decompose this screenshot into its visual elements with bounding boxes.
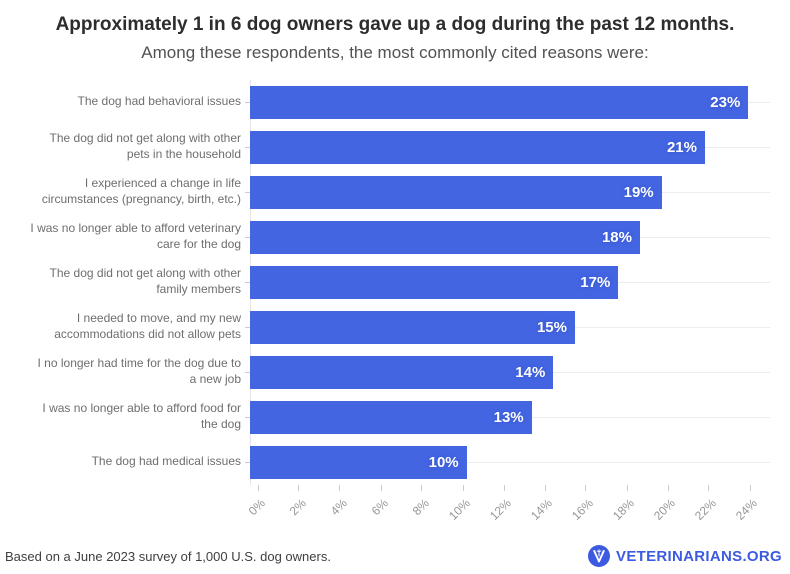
axis-tick xyxy=(749,484,751,491)
category-tick xyxy=(245,372,251,374)
category-tick xyxy=(245,282,251,284)
axis-tick xyxy=(667,484,669,491)
axis-tick xyxy=(626,484,628,491)
bar-value-label: 21% xyxy=(666,138,697,156)
x-axis: 0% 2% 4% 6% 8% 10% 12% 14% 16% 18% 20% 22% 24% xyxy=(246,484,760,537)
category-tick xyxy=(245,237,251,239)
bar: 10% xyxy=(250,445,467,479)
bar-track: 13% xyxy=(245,394,770,440)
chart-rows: The dog had behavioral issues 23% The dog … xyxy=(8,79,770,485)
axis-tick-label: 18% xyxy=(610,495,637,523)
bar: 18% xyxy=(250,220,640,254)
chart-row: I no longer had time for the dog due to … xyxy=(8,349,770,395)
axis-tick xyxy=(544,484,546,491)
bar: 23% xyxy=(250,85,749,119)
bar-value-label: 18% xyxy=(601,228,632,246)
v-caduceus-circle-icon xyxy=(588,545,611,567)
bar-track: 14% xyxy=(245,349,770,395)
bar: 14% xyxy=(250,355,554,389)
axis-tick-label: 14% xyxy=(528,495,555,523)
bar: 19% xyxy=(250,175,662,209)
bar-value-label: 10% xyxy=(428,453,459,471)
category-tick xyxy=(245,147,251,149)
axis-tick xyxy=(257,484,259,491)
axis-tick-label: 4% xyxy=(327,495,350,518)
axis-tick-label: 20% xyxy=(651,495,678,523)
category-label: I needed to move, and my new accommodati… xyxy=(54,311,241,342)
axis-tick-label: 22% xyxy=(692,495,719,523)
category-label: The dog did not get along with other fam… xyxy=(49,266,241,297)
axis-tick xyxy=(462,484,464,491)
bar-track: 23% xyxy=(245,79,770,125)
bar-track: 19% xyxy=(245,169,770,215)
category-label: I no longer had time for the dog due to … xyxy=(37,356,241,387)
chart-subtitle: Among these respondents, the most common… xyxy=(141,42,649,62)
axis-tick xyxy=(339,484,341,491)
bar-track: 15% xyxy=(245,304,770,350)
bar: 17% xyxy=(250,265,619,299)
bar-chart: The dog had behavioral issues 23% The dog … xyxy=(0,79,790,537)
axis-tick-label: 0% xyxy=(245,495,268,518)
bar-value-label: 13% xyxy=(493,408,524,426)
category-label: I was no longer able to afford food for … xyxy=(42,401,241,432)
bar-track: 18% xyxy=(245,214,770,260)
axis-tick-label: 6% xyxy=(368,495,391,518)
chart-row: I was no longer able to afford veterinar… xyxy=(8,214,770,260)
axis-tick xyxy=(708,484,710,491)
chart-footer: Based on a June 2023 survey of 1,000 U.S… xyxy=(0,545,790,567)
chart-row: The dog had medical issues 10% xyxy=(8,439,770,485)
bar-value-label: 19% xyxy=(623,183,654,201)
chart-row: The dog had behavioral issues 23% xyxy=(8,79,770,125)
category-tick xyxy=(245,417,251,419)
gridline xyxy=(250,462,770,464)
chart-header: Approximately 1 in 6 dog owners gave up … xyxy=(0,0,790,63)
chart-row: The dog did not get along with other pet… xyxy=(8,124,770,170)
bar-track: 21% xyxy=(245,124,770,170)
axis-tick xyxy=(585,484,587,491)
chart-row: The dog did not get along with other fam… xyxy=(8,259,770,305)
category-tick xyxy=(245,462,251,464)
axis-tick xyxy=(298,484,300,491)
chart-row: I was no longer able to afford food for … xyxy=(8,394,770,440)
category-label: I was no longer able to afford veterinar… xyxy=(30,221,241,252)
category-tick xyxy=(245,192,251,194)
bar: 15% xyxy=(250,310,575,344)
category-label: The dog did not get along with other pet… xyxy=(49,131,241,162)
axis-tick-label: 16% xyxy=(569,495,596,523)
category-label: The dog had behavioral issues xyxy=(77,94,241,109)
category-tick xyxy=(245,327,251,329)
bar-value-label: 23% xyxy=(710,93,741,111)
bar-value-label: 17% xyxy=(580,273,611,291)
axis-tick xyxy=(421,484,423,491)
brand-name: VETERINARIANS.ORG xyxy=(616,547,782,565)
axis-tick xyxy=(380,484,382,491)
chart-row: I needed to move, and my new accommodati… xyxy=(8,304,770,350)
category-label: I experienced a change in life circumsta… xyxy=(41,176,241,207)
category-label: The dog had medical issues xyxy=(91,454,241,469)
axis-tick-label: 10% xyxy=(446,495,473,523)
bar: 13% xyxy=(250,400,532,434)
chart-row: I experienced a change in life circumsta… xyxy=(8,169,770,215)
axis-tick-label: 24% xyxy=(733,495,760,523)
bar-track: 10% xyxy=(245,439,770,485)
brand-logo: VETERINARIANS.ORG xyxy=(588,545,782,567)
axis-tick-label: 8% xyxy=(409,495,432,518)
bar-track: 17% xyxy=(245,259,770,305)
axis-tick xyxy=(503,484,505,491)
bar-value-label: 15% xyxy=(536,318,567,336)
category-tick xyxy=(245,102,251,104)
axis-tick-label: 12% xyxy=(487,495,514,523)
axis-tick-label: 2% xyxy=(286,495,309,518)
bar-value-label: 14% xyxy=(515,363,546,381)
chart-title: Approximately 1 in 6 dog owners gave up … xyxy=(55,14,735,35)
bar: 21% xyxy=(250,130,705,164)
source-note: Based on a June 2023 survey of 1,000 U.S… xyxy=(5,548,331,564)
